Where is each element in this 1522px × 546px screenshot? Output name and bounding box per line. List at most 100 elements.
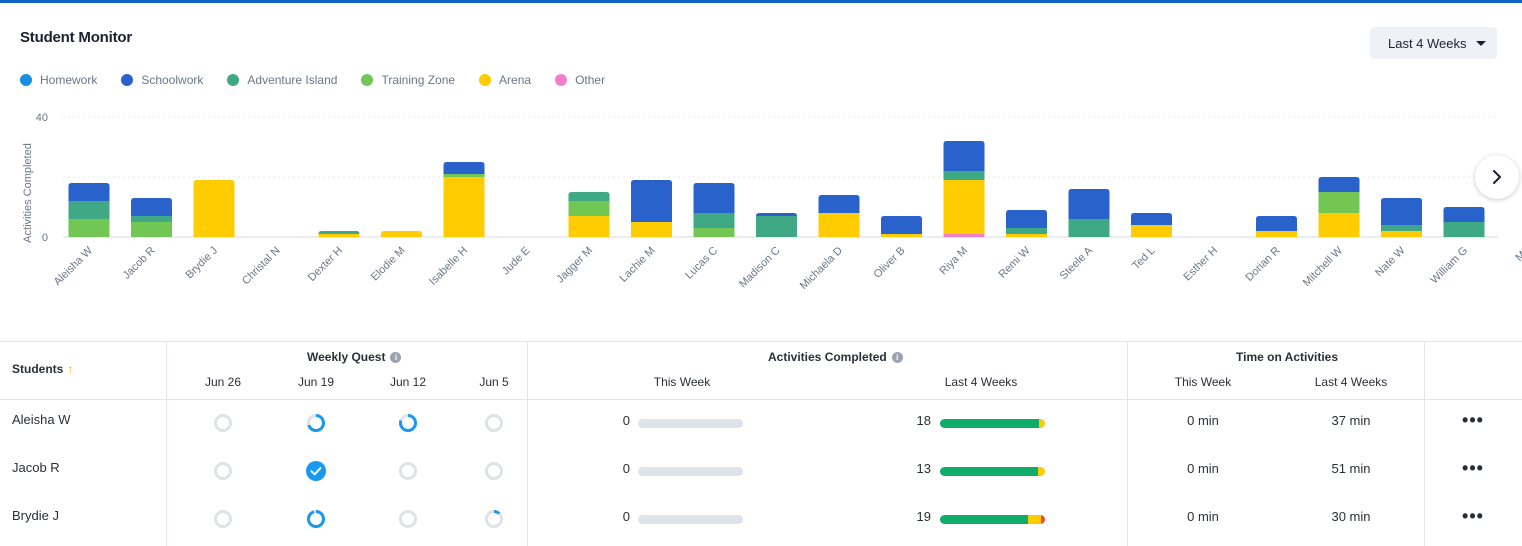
quest-ring-track: [485, 414, 503, 432]
activities-last-4-weeks-value: 13: [916, 461, 931, 476]
bar-segment-arena: [1006, 234, 1047, 237]
bar-segment-other: [943, 234, 985, 237]
student-name[interactable]: Aleisha W: [12, 412, 71, 427]
activities-last-4-weeks-bar: [940, 515, 1045, 524]
y-tick-label: 40: [36, 112, 48, 124]
activities-this-week-bar: [638, 467, 743, 476]
bar-segment-schoolwork: [1256, 216, 1297, 231]
activities-last-4-weeks-header: Last 4 Weeks: [944, 375, 1018, 389]
bar-segment-schoolwork: [1006, 210, 1047, 228]
bar-segment-schoolwork: [693, 183, 735, 213]
x-tick-label: Mo: [1513, 245, 1522, 264]
legend-item-homework: Homework: [20, 73, 97, 87]
legend-label: Adventure Island: [247, 73, 338, 87]
time-this-week-value: 0 min: [1187, 461, 1219, 476]
quest-progress-ring: [485, 414, 503, 432]
bar-segment-arena: [818, 213, 860, 237]
quest-ring-progress: [399, 414, 417, 432]
date-range-dropdown[interactable]: Last 4 Weeks: [1370, 27, 1497, 59]
legend-label: Homework: [40, 73, 98, 87]
students-header-label: Students: [12, 362, 64, 376]
students-column-header[interactable]: Students ↑: [12, 362, 73, 376]
row-more-options-icon[interactable]: •••: [1462, 506, 1484, 526]
legend-item-adventure-island: Adventure Island: [227, 73, 337, 87]
time-last-4-weeks-value: 30 min: [1331, 509, 1371, 524]
x-tick-label: Nate W: [1373, 244, 1408, 279]
student-name[interactable]: Brydie J: [12, 508, 59, 523]
column-divider: [527, 342, 528, 546]
quest-ring-track: [214, 510, 232, 528]
legend-item-training-zone: Training Zone: [361, 73, 455, 87]
y-axis-label: Activities Completed: [22, 143, 34, 243]
quest-ring-track: [214, 462, 232, 480]
legend-dot-schoolwork: [121, 74, 134, 86]
quest-progress-ring: [485, 462, 503, 480]
bar-segment-yellow: [1028, 515, 1041, 524]
legend-item-other: Other: [555, 73, 605, 87]
table-row[interactable]: Brydie J 0 19 0 min 30 min •••: [0, 495, 1522, 543]
activities-last-4-weeks-bar: [940, 467, 1045, 476]
quest-progress-ring: [214, 510, 232, 528]
bar-segment-adventure-island: [943, 171, 985, 180]
y-tick-label: 0: [42, 232, 48, 244]
chart-next-button[interactable]: [1475, 155, 1519, 199]
student-name[interactable]: Jacob R: [12, 460, 60, 475]
bar-segment-schoolwork: [443, 162, 485, 174]
activities-this-week-value: 0: [622, 461, 630, 476]
weekly-quest-title: Weekly Quest: [307, 350, 386, 364]
x-tick-label: Dexter H: [306, 245, 345, 284]
time-last-4-weeks-value: 37 min: [1331, 413, 1371, 428]
bar-segment-training-zone: [693, 228, 735, 237]
bar-segment-green: [940, 467, 1038, 476]
x-tick-label: Aleisha W: [52, 244, 96, 288]
activities-completed-header: Activities Completed i: [768, 350, 903, 364]
bar-segment-schoolwork: [818, 195, 860, 213]
legend-dot-arena: [479, 74, 492, 86]
bar-segment-arena: [881, 234, 922, 237]
page-title: Student Monitor: [20, 29, 132, 46]
bar-segment-training-zone: [568, 201, 610, 216]
table-row[interactable]: Aleisha W 0 18 0 min 37 min •••: [0, 399, 1522, 447]
bar-segment-training-zone: [68, 219, 110, 237]
row-more-options-icon[interactable]: •••: [1462, 410, 1484, 430]
quest-ring-track: [399, 510, 417, 528]
column-divider: [1424, 342, 1425, 546]
bar-segment-arena: [631, 222, 672, 237]
x-tick-label: Madison C: [737, 245, 783, 291]
legend-label: Training Zone: [381, 73, 456, 87]
bar-segment-adventure-island: [1381, 225, 1422, 231]
bar-segment-adventure-island: [1443, 222, 1485, 237]
activities-this-week-bar: [638, 515, 743, 524]
bar-segment-schoolwork: [1068, 189, 1110, 219]
time-last-4-weeks-header: Last 4 Weeks: [1314, 375, 1388, 389]
bar-segment-adventure-island: [1006, 228, 1047, 234]
quest-ring-track: [399, 462, 417, 480]
bar-segment-green: [940, 419, 1039, 428]
x-tick-label: Mitchell W: [1301, 244, 1346, 289]
info-icon[interactable]: i: [390, 352, 402, 363]
date-range-label: Last 4 Weeks: [1388, 35, 1467, 51]
bar-segment-schoolwork: [1381, 198, 1422, 225]
time-last-4-weeks-value: 51 min: [1331, 461, 1371, 476]
quest-ring-progress: [307, 510, 325, 528]
bar-segment-adventure-island: [318, 231, 360, 234]
check-icon: [310, 467, 322, 476]
activities-this-week-value: 0: [622, 413, 630, 428]
activities-this-week-value: 0: [622, 509, 630, 524]
bar-segment-training-zone: [131, 222, 172, 237]
table-row[interactable]: Jacob R 0 13 0 min 51 min •••: [0, 447, 1522, 495]
x-tick-label: Ted L: [1130, 245, 1158, 273]
info-icon[interactable]: i: [891, 352, 903, 363]
bar-segment-red: [1040, 515, 1045, 524]
row-more-options-icon[interactable]: •••: [1462, 458, 1484, 478]
quest-progress-ring: [214, 462, 232, 480]
bar-segment-adventure-island: [756, 216, 797, 237]
bar-segment-arena: [1318, 213, 1360, 237]
bar-segment-schoolwork: [68, 183, 110, 201]
column-divider: [166, 342, 167, 546]
bar-segment-yellow: [1038, 419, 1045, 428]
quest-progress-ring: [306, 461, 326, 481]
time-this-week-value: 0 min: [1187, 509, 1219, 524]
x-tick-label: Steele A: [1058, 244, 1096, 282]
table-header-divider: [0, 399, 1522, 400]
